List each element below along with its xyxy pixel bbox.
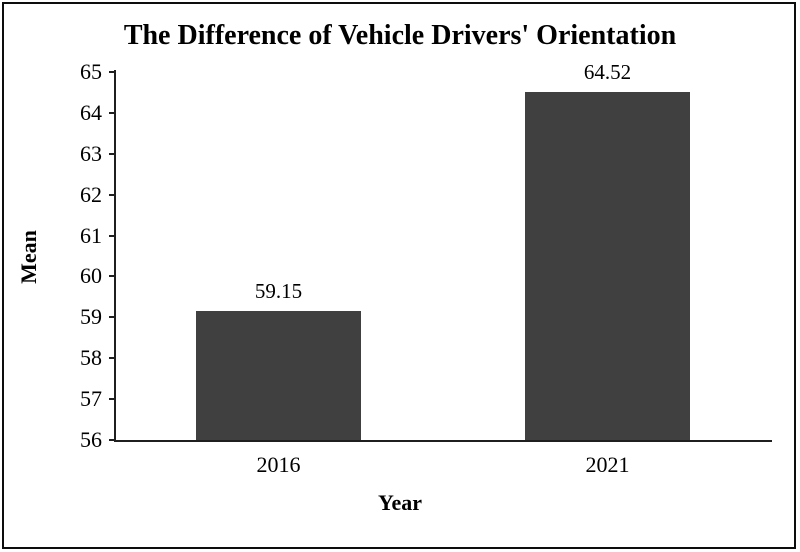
y-tick-mark bbox=[109, 275, 114, 278]
chart-title: The Difference of Vehicle Drivers' Orien… bbox=[123, 20, 677, 51]
x-tick-label: 2021 bbox=[585, 452, 630, 477]
y-tick-label: 59 bbox=[80, 304, 102, 330]
y-tick-label: 56 bbox=[80, 427, 102, 452]
y-axis-title: Mean bbox=[16, 230, 41, 284]
bar-value-label: 64.52 bbox=[583, 59, 632, 84]
y-tick-mark bbox=[109, 439, 114, 441]
x-tick-label: 2016 bbox=[256, 452, 301, 477]
y-tick-mark bbox=[109, 357, 114, 360]
y-tick-label: 64 bbox=[80, 99, 102, 125]
y-tick-mark bbox=[109, 234, 114, 237]
y-tick-mark bbox=[109, 111, 114, 114]
y-tick-label: 61 bbox=[80, 222, 102, 248]
y-tick-mark bbox=[109, 152, 114, 155]
y-tick-mark bbox=[109, 71, 114, 73]
bar-2016 bbox=[196, 311, 361, 440]
y-tick-mark bbox=[109, 398, 114, 401]
x-axis-line bbox=[114, 440, 772, 442]
y-tick-label: 57 bbox=[80, 386, 102, 412]
x-axis-title: Year bbox=[378, 490, 422, 515]
y-tick-mark bbox=[109, 193, 114, 196]
y-tick-label: 65 bbox=[80, 59, 102, 84]
bar-2021 bbox=[525, 91, 690, 440]
y-tick-label: 63 bbox=[80, 140, 102, 166]
bar-value-label: 59.15 bbox=[254, 279, 303, 304]
y-tick-label: 58 bbox=[80, 345, 102, 371]
y-tick-mark bbox=[109, 316, 114, 319]
y-axis-line bbox=[114, 70, 116, 442]
y-tick-label: 60 bbox=[80, 263, 102, 289]
y-tick-label: 62 bbox=[80, 181, 102, 207]
